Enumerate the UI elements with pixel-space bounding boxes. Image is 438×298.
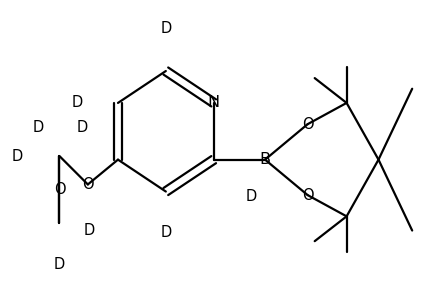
Text: O: O xyxy=(302,117,314,132)
Text: O: O xyxy=(302,187,314,203)
Text: D: D xyxy=(77,120,88,135)
Text: N: N xyxy=(208,95,220,111)
Text: D: D xyxy=(245,189,257,204)
Text: B: B xyxy=(260,152,271,167)
Text: D: D xyxy=(160,225,171,240)
Text: O: O xyxy=(54,182,65,197)
Text: D: D xyxy=(71,95,83,111)
Text: O: O xyxy=(82,177,94,192)
Text: D: D xyxy=(54,257,65,272)
Text: D: D xyxy=(160,21,171,36)
Text: D: D xyxy=(32,120,44,135)
Text: D: D xyxy=(11,149,23,164)
Text: D: D xyxy=(84,223,95,238)
